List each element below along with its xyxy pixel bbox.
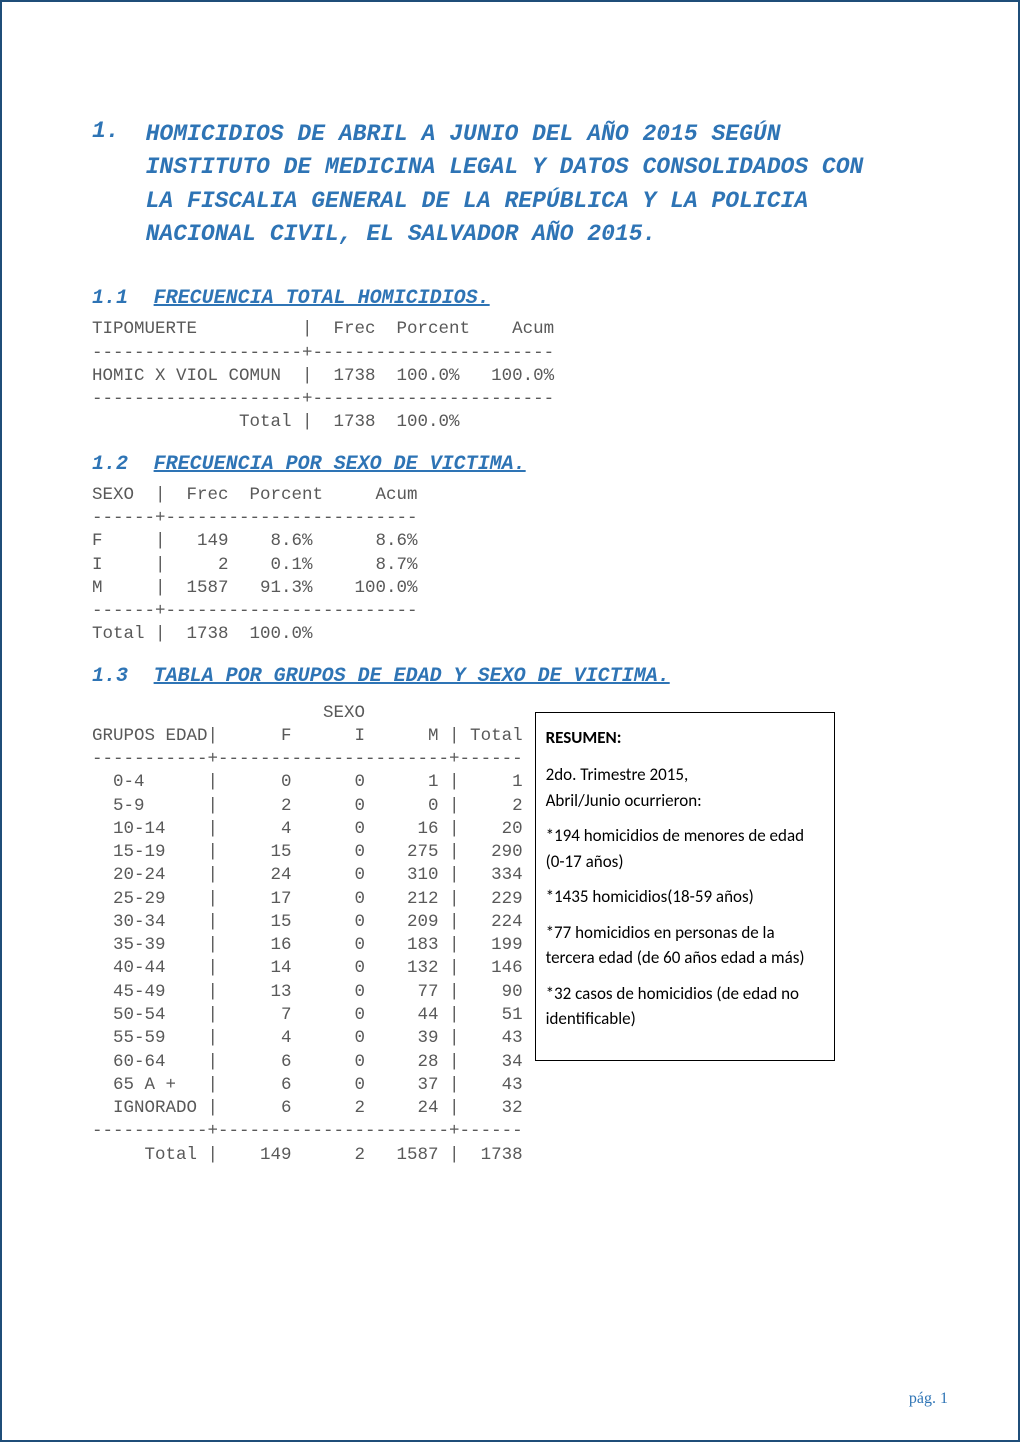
subsection-1-1: 1.1 FRECUENCIA TOTAL HOMICIDIOS.	[92, 287, 948, 310]
subsection-1-2: 1.2 FRECUENCIA POR SEXO DE VICTIMA.	[92, 453, 948, 476]
table-por-sexo: SEXO | Frec Porcent Acum ------+--------…	[92, 484, 948, 647]
sub-title: FRECUENCIA POR SEXO DE VICTIMA.	[154, 453, 526, 476]
page-number: pág. 1	[909, 1390, 948, 1408]
resumen-line: 2do. Trimestre 2015, Abril/Junio ocurrie…	[546, 762, 824, 813]
resumen-line: *77 homicidios en personas de la tercera…	[546, 920, 824, 971]
resumen-box: RESUMEN: 2do. Trimestre 2015, Abril/Juni…	[535, 712, 835, 1061]
resumen-line: *194 homicidios de menores de edad (0-17…	[546, 823, 824, 874]
sub-title: TABLA POR GRUPOS DE EDAD Y SEXO DE VICTI…	[154, 665, 670, 688]
sub-number: 1.1	[92, 287, 144, 310]
table-edad-sexo: SEXO GRUPOS EDAD| F I M | Total --------…	[92, 702, 523, 1167]
table-and-resumen-row: SEXO GRUPOS EDAD| F I M | Total --------…	[92, 694, 948, 1173]
table-total-homicidios: TIPOMUERTE | Frec Porcent Acum ---------…	[92, 318, 948, 434]
sub-title: FRECUENCIA TOTAL HOMICIDIOS.	[154, 287, 490, 310]
heading-text: HOMICIDIOS DE ABRIL A JUNIO DEL AÑO 2015…	[146, 118, 886, 251]
main-heading: 1. HOMICIDIOS DE ABRIL A JUNIO DEL AÑO 2…	[92, 118, 948, 251]
resumen-title: RESUMEN:	[546, 725, 824, 751]
resumen-line: *1435 homicidios(18-59 años)	[546, 884, 824, 910]
resumen-line: *32 casos de homicidios (de edad no iden…	[546, 981, 824, 1032]
sub-number: 1.2	[92, 453, 144, 476]
sub-number: 1.3	[92, 665, 144, 688]
subsection-1-3: 1.3 TABLA POR GRUPOS DE EDAD Y SEXO DE V…	[92, 665, 948, 688]
heading-number: 1.	[92, 118, 136, 144]
